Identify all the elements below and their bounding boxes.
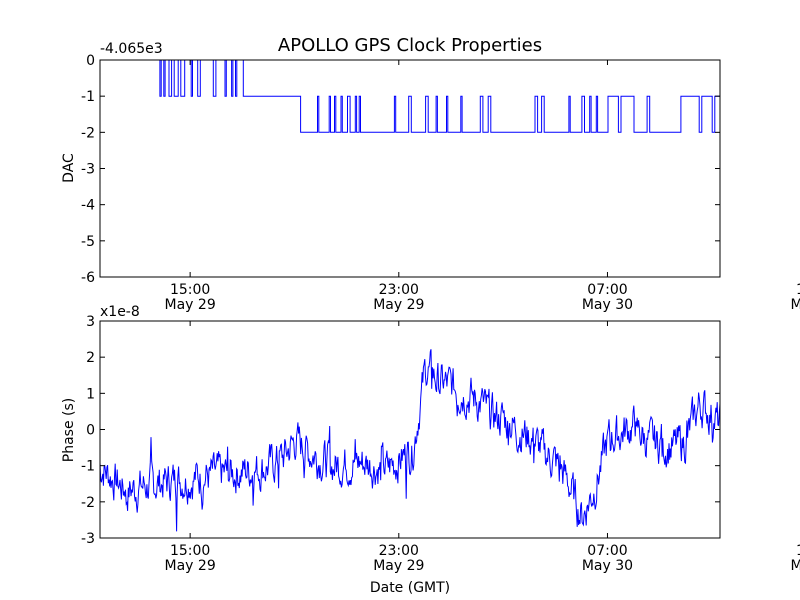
x-axis-label: Date (GMT) [370, 580, 450, 596]
phase-ytick-label: 0 [86, 423, 95, 439]
dac-ytick-label: -1 [81, 89, 95, 105]
phase-ytick-label: 2 [86, 350, 95, 366]
phase-ytick-label: 1 [86, 386, 95, 402]
phase-xtick-date: May 30 [791, 558, 800, 574]
dac-ytick-label: -3 [81, 162, 95, 178]
phase-series [100, 349, 720, 532]
phase-ytick-label: -3 [81, 531, 95, 547]
dac-xtick-date: May 29 [165, 297, 216, 313]
dac-xtick-date: May 30 [791, 297, 800, 313]
phase-line [100, 349, 720, 532]
dac-series [100, 59, 720, 133]
phase-xtick-time: 23:00 [379, 543, 419, 559]
phase-ytick-label: -2 [81, 495, 95, 511]
dac-line [100, 59, 720, 133]
phase-xtick-time: 07:00 [587, 543, 627, 559]
dac-ytick-label: -2 [81, 125, 95, 141]
dac-xtick-date: May 29 [373, 297, 424, 313]
phase-xtick-date: May 29 [165, 558, 216, 574]
figure-title: APOLLO GPS Clock Properties [278, 35, 542, 56]
phase-y-axis-label: Phase (s) [61, 398, 77, 462]
dac-xtick-time: 07:00 [587, 282, 627, 298]
phase-offset-label: x1e-8 [100, 304, 140, 320]
dac-ytick-label: -6 [81, 270, 95, 286]
dac-xtick-time: 15:00 [796, 282, 800, 298]
phase-xtick-date: May 30 [582, 558, 633, 574]
phase-xtick-time: 15:00 [796, 543, 800, 559]
phase-ytick-label: -1 [81, 459, 95, 475]
phase-ytick-label: 3 [86, 314, 95, 330]
dac-ytick-label: 0 [86, 53, 95, 69]
dac-xtick-time: 23:00 [379, 282, 419, 298]
phase-xtick-date: May 29 [373, 558, 424, 574]
phase-xtick-time: 15:00 [170, 543, 210, 559]
dac-offset-label: -4.065e3 [100, 41, 163, 57]
dac-y-axis-label: DAC [61, 153, 77, 183]
dac-xtick-date: May 30 [582, 297, 633, 313]
dac-ytick-label: -5 [81, 234, 95, 250]
dac-ytick-label: -4 [81, 198, 95, 214]
dac-xtick-time: 15:00 [170, 282, 210, 298]
